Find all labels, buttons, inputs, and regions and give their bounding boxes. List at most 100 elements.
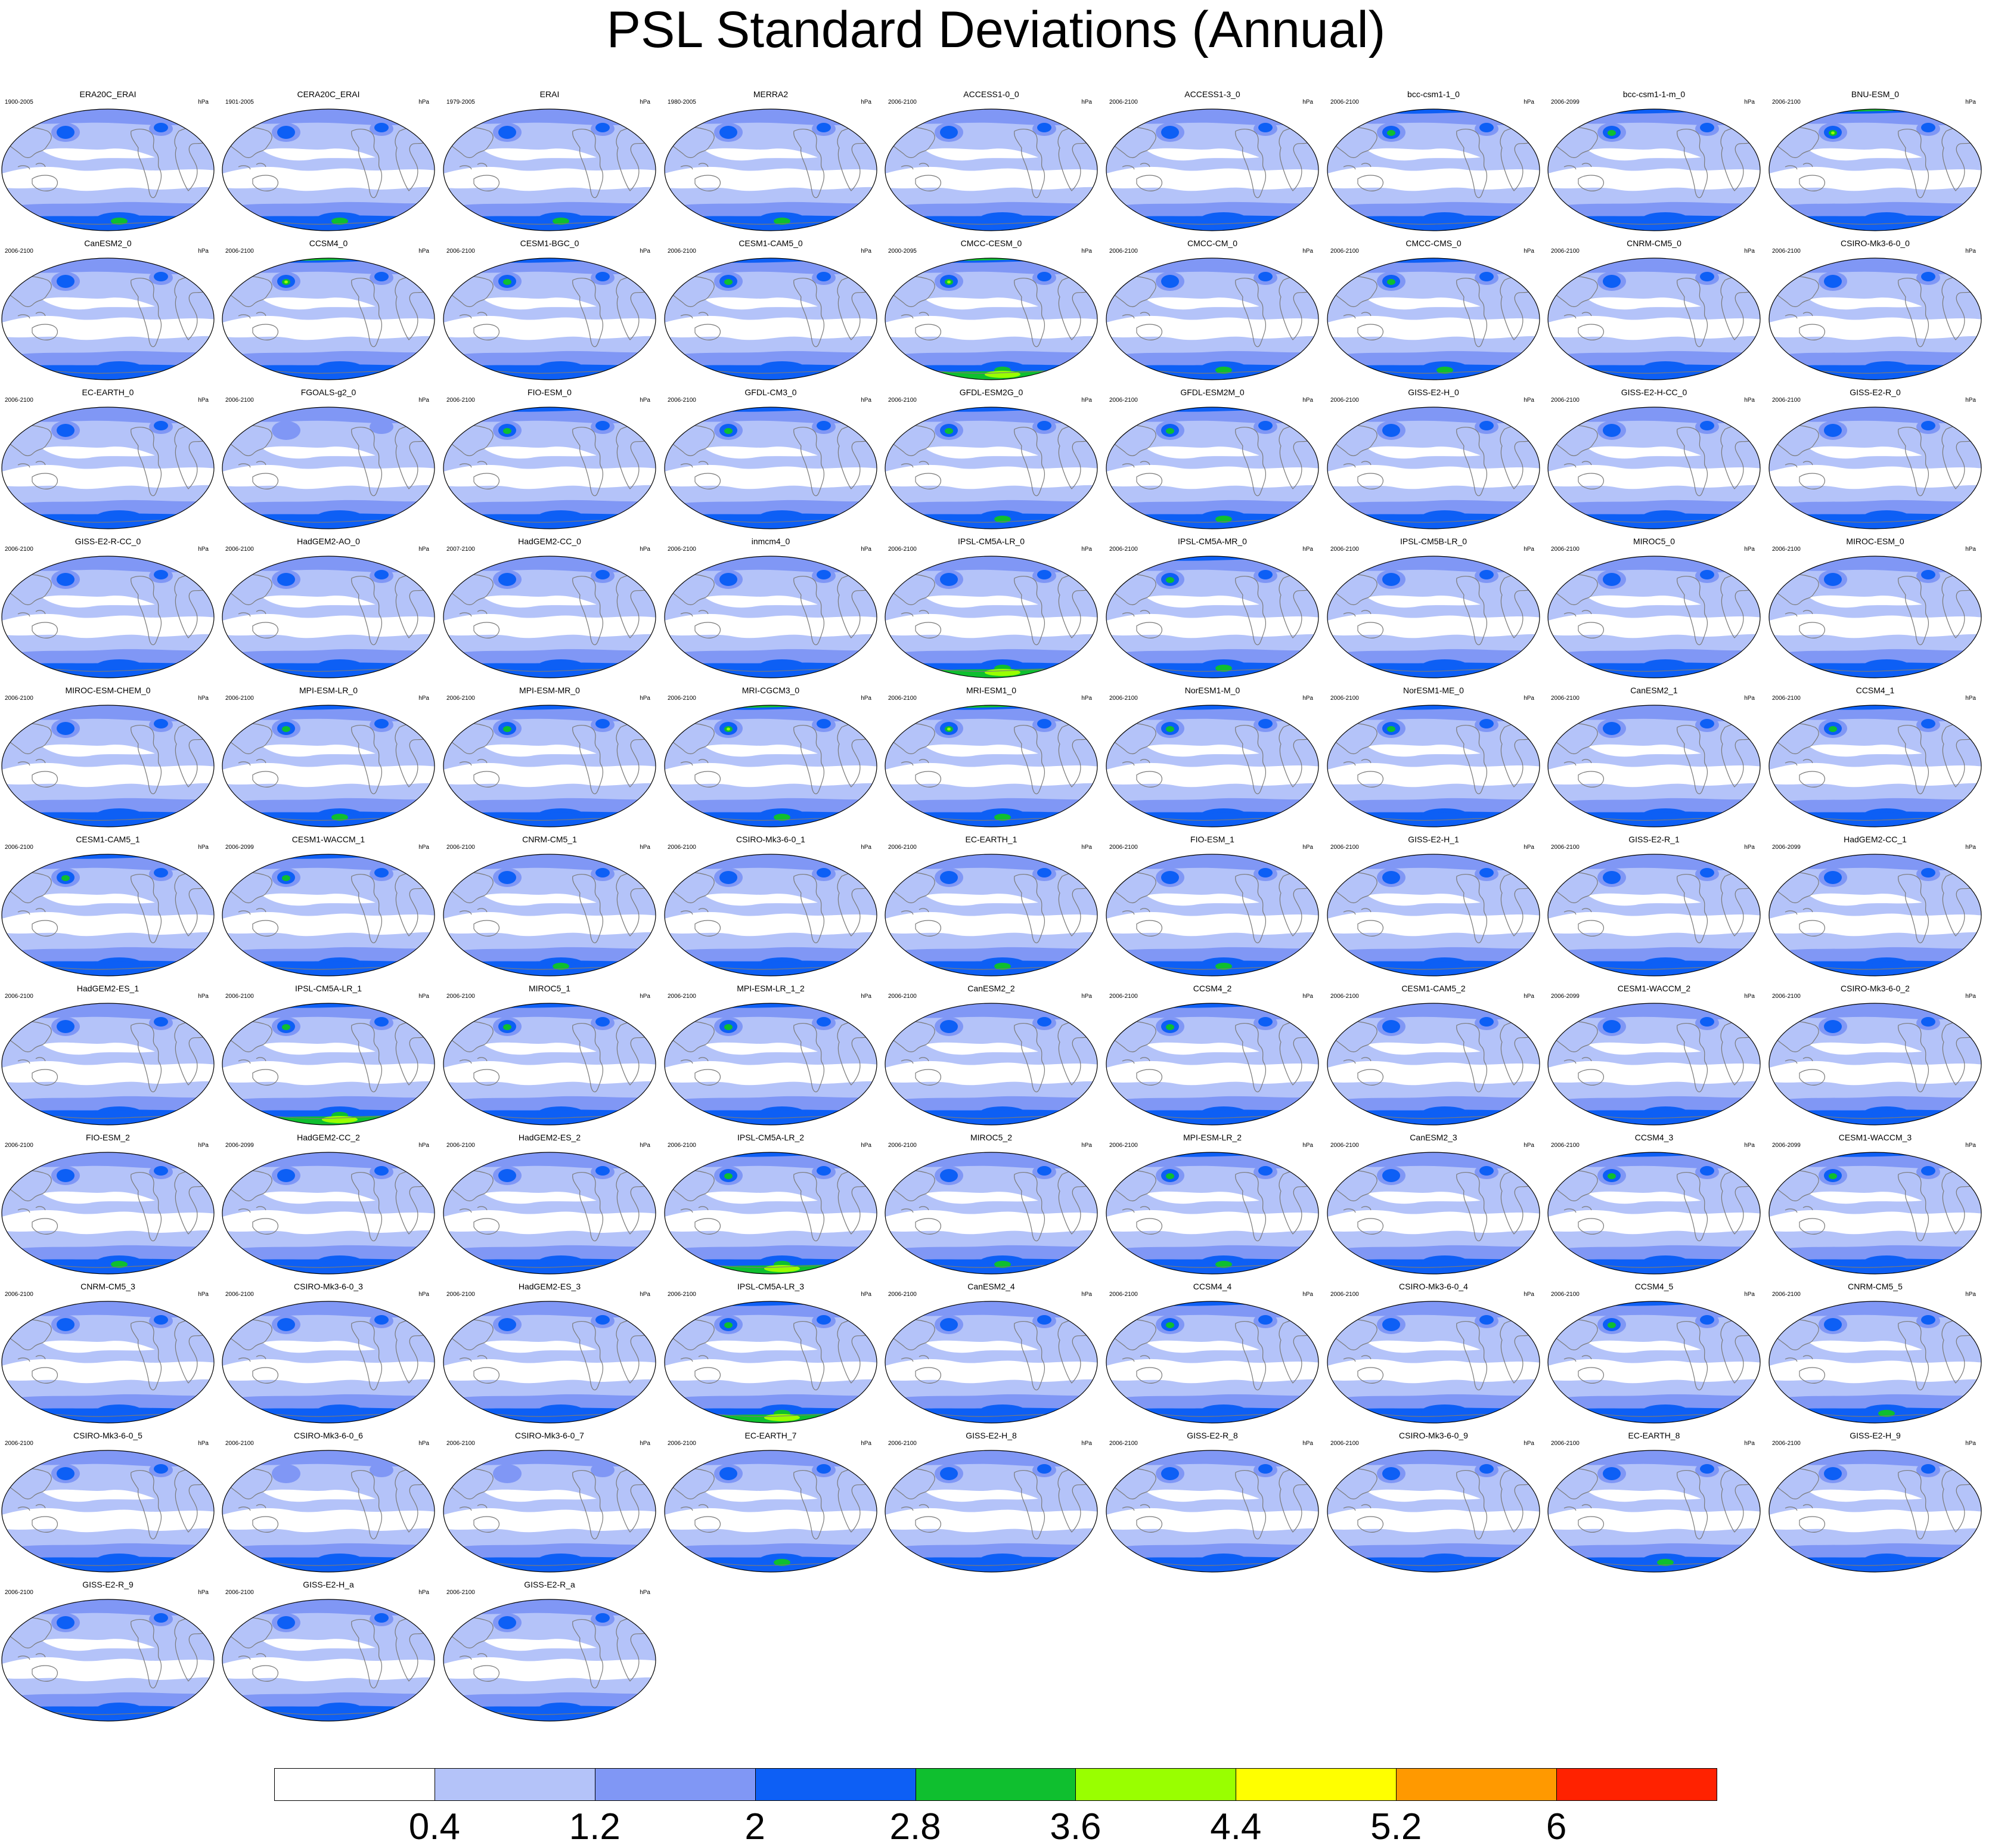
panel-years: 2006-2100: [446, 397, 475, 404]
map-panel: ACCESS1-0_0 2006-2100 hPa: [883, 88, 1099, 234]
panel-years: 2006-2100: [888, 993, 917, 1000]
panel-title: CCSM4_0: [309, 238, 348, 248]
panel-title: CSIRO-Mk3-6-0_3: [294, 1282, 363, 1291]
panel-title: IPSL-CM5A-LR_3: [737, 1282, 805, 1291]
panel-years: 2006-2100: [1772, 546, 1801, 553]
panel-units: hPa: [1965, 844, 1976, 851]
panel-title: CSIRO-Mk3-6-0_6: [294, 1431, 363, 1440]
panel-units: hPa: [1081, 993, 1092, 1000]
world-map: [1, 108, 215, 231]
panel-units: hPa: [640, 1291, 650, 1298]
world-map: [1327, 407, 1540, 529]
panel-years: 2006-2100: [888, 844, 917, 851]
panel-units: hPa: [1965, 248, 1976, 255]
panel-years: 2006-2100: [1551, 546, 1580, 553]
world-map: [885, 1450, 1098, 1573]
map-panel: MRI-CGCM3_0 2006-2100 hPa: [663, 684, 879, 830]
panel-years: 2006-2099: [1551, 99, 1580, 106]
world-map: [222, 108, 435, 231]
panel-units: hPa: [1744, 546, 1755, 553]
map-panel: CNRM-CM5_1 2006-2100 hPa: [442, 833, 657, 979]
world-map: [664, 1003, 877, 1125]
panel-title: IPSL-CM5A-LR_1: [294, 984, 362, 993]
panel-units: hPa: [198, 1142, 209, 1149]
world-map: [1327, 854, 1540, 976]
panel-title: MIROC-ESM_0: [1846, 537, 1904, 546]
map-panel: GFDL-ESM2G_0 2006-2100 hPa: [883, 386, 1099, 532]
panel-units: hPa: [861, 993, 871, 1000]
panel-years: 2006-2100: [1109, 695, 1138, 702]
panel-title: MPI-ESM-MR_0: [519, 686, 580, 695]
map-panel: CMCC-CMS_0 2006-2100 hPa: [1326, 237, 1541, 383]
panel-years: 2006-2100: [668, 1440, 696, 1447]
panel-title: IPSL-CM5B-LR_0: [1400, 537, 1467, 546]
panel-title: CNRM-CM5_1: [522, 835, 577, 844]
world-map: [885, 556, 1098, 678]
panel-title: GISS-E2-H_a: [303, 1580, 354, 1589]
map-panel: GISS-E2-R_a 2006-2100 hPa: [442, 1579, 657, 1725]
panel-years: 2006-2100: [5, 546, 33, 553]
map-panel: MIROC-ESM-CHEM_0 2006-2100 hPa: [0, 684, 216, 830]
map-panel: HadGEM2-ES_2 2006-2100 hPa: [442, 1131, 657, 1278]
colorbar-labels: 0.4 1.2 2 2.8 3.6 4.4 5.2 6: [0, 1806, 1992, 1848]
world-map: [664, 556, 877, 678]
map-panel: IPSL-CM5A-MR_0 2006-2100 hPa: [1104, 535, 1320, 681]
colorbar-swatch: [1236, 1768, 1397, 1801]
panel-years: 2006-2100: [446, 1589, 475, 1596]
world-map: [222, 1003, 435, 1125]
world-map: [1547, 705, 1761, 827]
panel-units: hPa: [861, 397, 871, 404]
panel-years: 2006-2100: [1109, 99, 1138, 106]
colorbar-tick-label: 3.6: [1050, 1806, 1102, 1847]
panel-title: CESM1-WACCM_2: [1617, 984, 1691, 993]
map-panel: CMCC-CM_0 2006-2100 hPa: [1104, 237, 1320, 383]
panel-years: 2006-2100: [888, 99, 917, 106]
panel-title: CanESM2_4: [967, 1282, 1015, 1291]
panel-years: 2006-2100: [1109, 248, 1138, 255]
panel-years: 2006-2100: [1330, 695, 1359, 702]
panel-years: 2006-2100: [888, 1291, 917, 1298]
panel-units: hPa: [640, 546, 650, 553]
world-map: [222, 1152, 435, 1275]
world-map: [1547, 258, 1761, 380]
panel-years: 2006-2100: [1551, 844, 1580, 851]
panel-title: NorESM1-M_0: [1184, 686, 1240, 695]
map-panel: bcc-csm1-1-m_0 2006-2099 hPa: [1546, 88, 1762, 234]
panel-units: hPa: [1744, 99, 1755, 106]
panel-units: hPa: [418, 844, 429, 851]
panel-title: CERA20C_ERAI: [297, 89, 360, 99]
map-panel: FIO-ESM_2 2006-2100 hPa: [0, 1131, 216, 1278]
panel-units: hPa: [1965, 695, 1976, 702]
panel-units: hPa: [1965, 1440, 1976, 1447]
panel-years: 2006-2100: [668, 1142, 696, 1149]
panel-units: hPa: [640, 844, 650, 851]
panel-years: 2006-2099: [1551, 993, 1580, 1000]
panel-title: CanESM2_1: [1630, 686, 1678, 695]
panel-title: HadGEM2-CC_1: [1844, 835, 1907, 844]
panel-years: 2006-2100: [446, 1440, 475, 1447]
map-panel: CMCC-CESM_0 2000-2095 hPa: [883, 237, 1099, 383]
panel-units: hPa: [198, 397, 209, 404]
panel-title: GISS-E2-R_9: [82, 1580, 134, 1589]
world-map: [222, 854, 435, 976]
panel-years: 2006-2100: [1330, 1440, 1359, 1447]
panel-units: hPa: [1081, 546, 1092, 553]
map-panel: ERA20C_ERAI 1900-2005 hPa: [0, 88, 216, 234]
panel-title: GFDL-ESM2G_0: [959, 387, 1023, 397]
panel-title: GISS-E2-R-CC_0: [75, 537, 141, 546]
panel-years: 2006-2100: [1330, 844, 1359, 851]
map-panel: EC-EARTH_7 2006-2100 hPa: [663, 1430, 879, 1576]
map-panel: GISS-E2-R-CC_0 2006-2100 hPa: [0, 535, 216, 681]
map-panel: IPSL-CM5B-LR_0 2006-2100 hPa: [1326, 535, 1541, 681]
map-panel: CESM1-WACCM_2 2006-2099 hPa: [1546, 982, 1762, 1128]
panel-years: 2006-2100: [225, 248, 254, 255]
map-panel: EC-EARTH_1 2006-2100 hPa: [883, 833, 1099, 979]
map-panel: CSIRO-Mk3-6-0_6 2006-2100 hPa: [221, 1430, 436, 1576]
panel-title: FIO-ESM_2: [86, 1133, 130, 1142]
panel-years: 2006-2100: [1330, 248, 1359, 255]
panel-title: CSIRO-Mk3-6-0_0: [1841, 238, 1910, 248]
panel-units: hPa: [1081, 1440, 1092, 1447]
panel-years: 2006-2100: [1551, 695, 1580, 702]
map-panel: CSIRO-Mk3-6-0_7 2006-2100 hPa: [442, 1430, 657, 1576]
panel-title: MRI-ESM1_0: [966, 686, 1017, 695]
